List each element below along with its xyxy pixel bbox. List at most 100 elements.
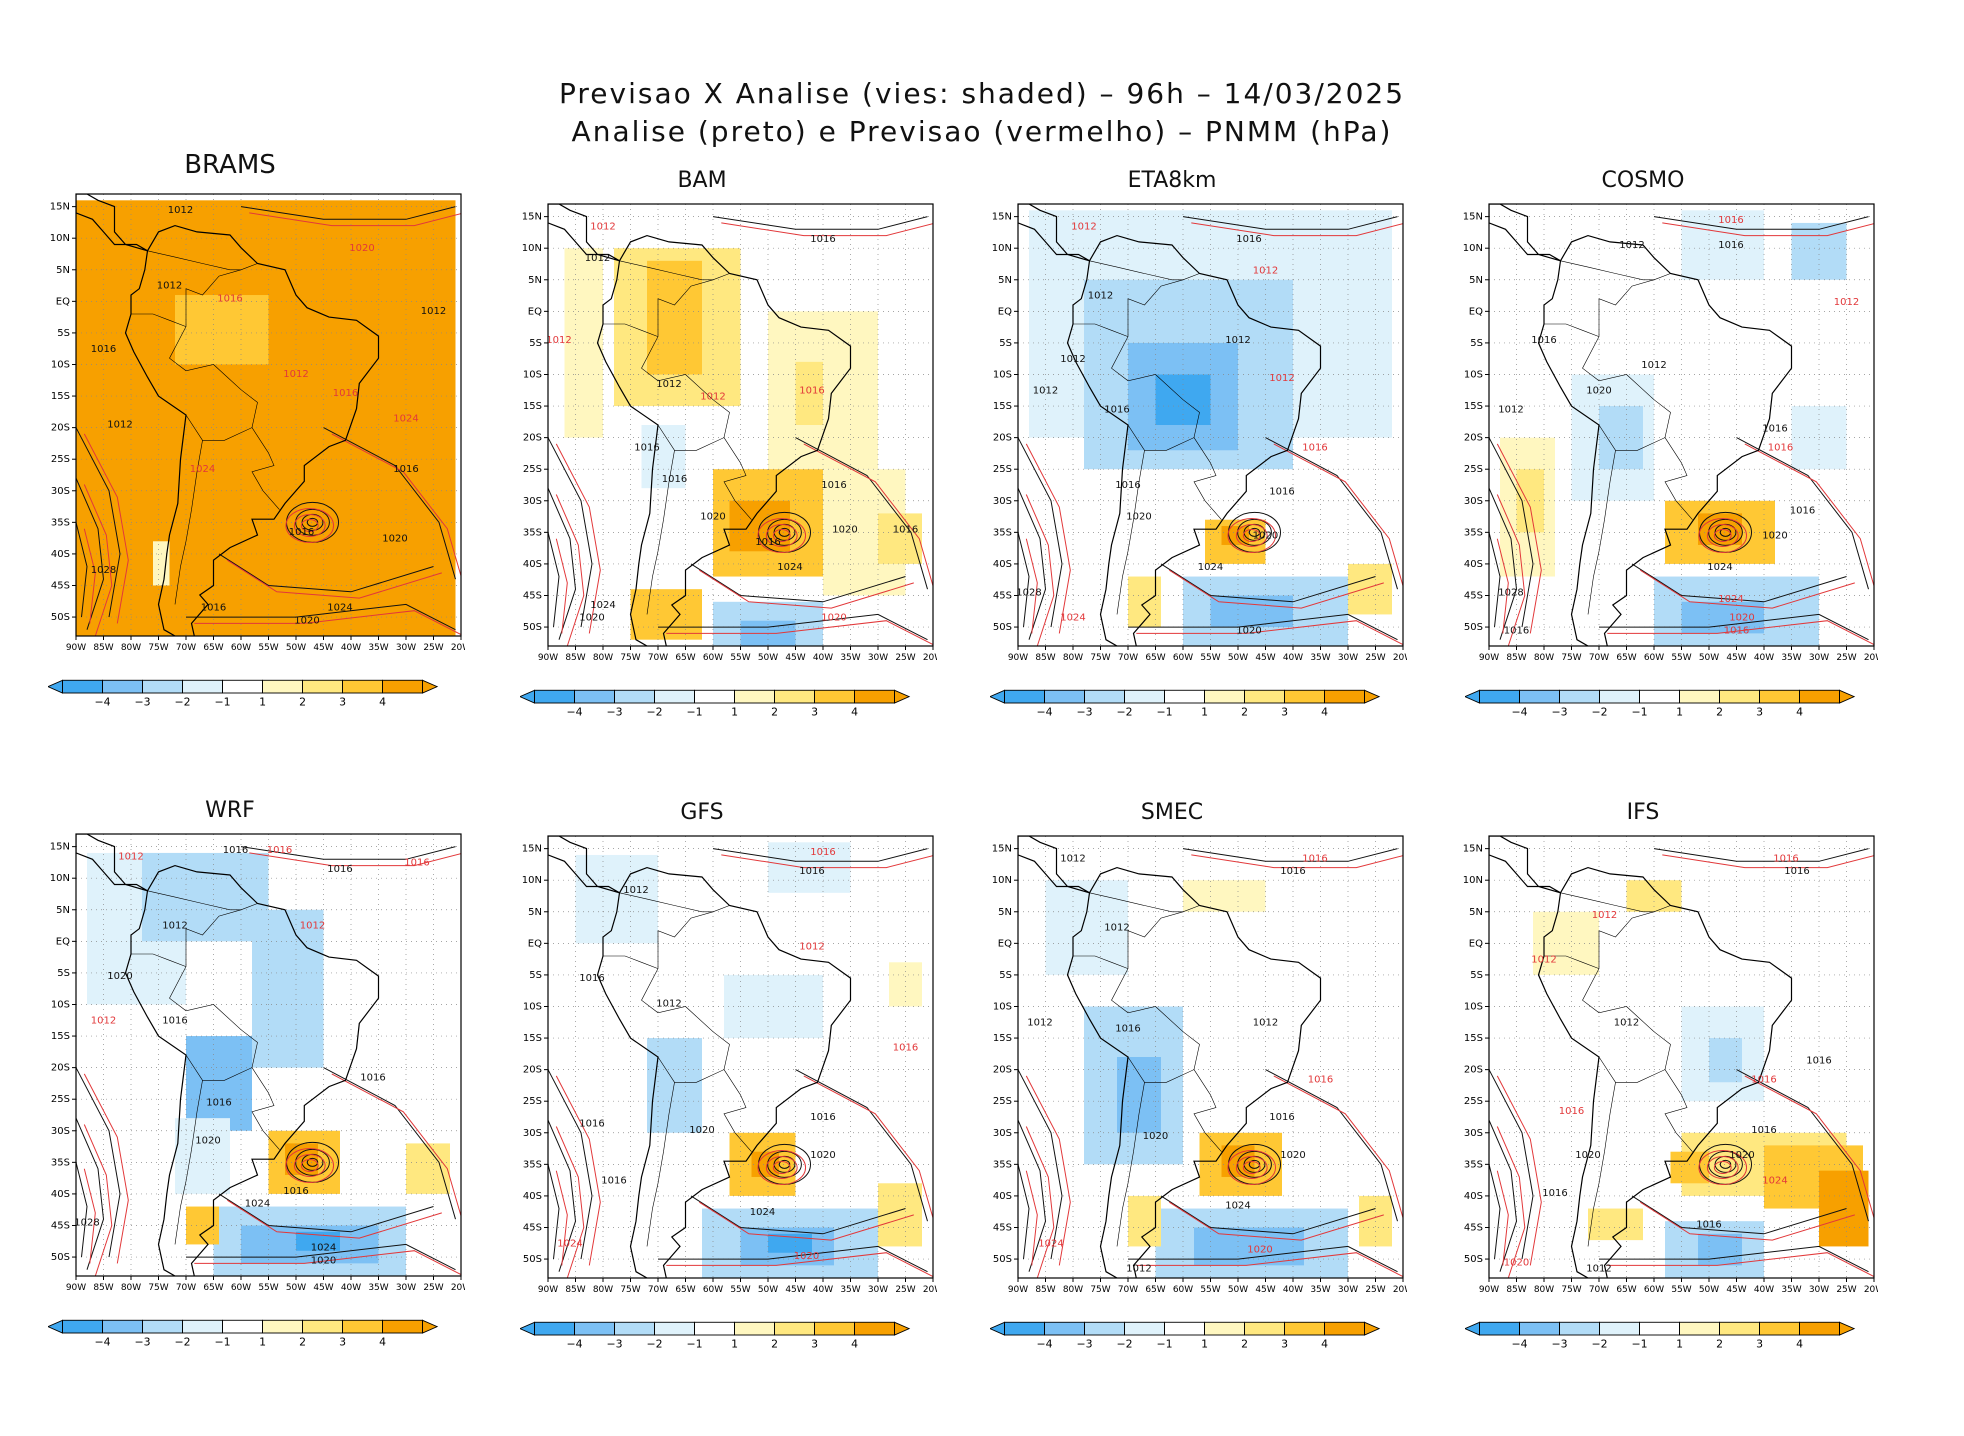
colorbar-segment-neg4 xyxy=(62,679,103,694)
lat-tick-label: 5N xyxy=(528,275,542,286)
lat-tick-label: 5N xyxy=(1469,275,1483,286)
lat-tick-label: 20S xyxy=(523,1065,542,1076)
lon-tick-label: 70W xyxy=(1589,1285,1609,1295)
colorbar-label: −2 xyxy=(647,706,663,719)
lat-tick-label: 15S xyxy=(523,1033,542,1044)
isobar-label: 1016 xyxy=(283,1186,308,1197)
isobar-label: 1020 xyxy=(794,1251,819,1262)
bias-shade-pos3 xyxy=(647,260,702,375)
lat-tick-label: 15N xyxy=(522,212,542,223)
isobar-label: 1016 xyxy=(1542,1188,1567,1199)
colorbar-arrow-left xyxy=(990,1321,1005,1336)
lat-tick-label: 40S xyxy=(51,549,70,560)
lon-tick-label: 35W xyxy=(840,1285,860,1295)
lon-tick-label: 50W xyxy=(758,1285,778,1295)
colorbar-segment-neg4 xyxy=(1004,689,1045,704)
bias-shade-pos4 xyxy=(1819,1170,1869,1247)
isobar-label: 1016 xyxy=(1762,423,1787,434)
lon-tick-label: 65W xyxy=(1145,1285,1165,1295)
lat-tick-label: EQ xyxy=(998,306,1012,317)
isobar-label: 1016 xyxy=(810,847,835,858)
colorbar-label: −1 xyxy=(1157,706,1173,719)
lat-tick-label: 25S xyxy=(523,1096,542,1107)
lat-tick-label: 40S xyxy=(993,1191,1012,1202)
lat-tick-label: 5N xyxy=(528,907,542,918)
lat-tick-label: 10S xyxy=(993,1001,1012,1012)
colorbar-segment-neg3 xyxy=(1519,689,1560,704)
lat-tick-label: 10N xyxy=(1463,243,1483,254)
colorbar-label: 3 xyxy=(339,1336,346,1349)
isobar-label: 1016 xyxy=(1751,1125,1776,1136)
lat-tick-label: 15N xyxy=(50,202,70,213)
lon-tick-label: 75W xyxy=(1090,653,1110,663)
central-america-coastline xyxy=(76,194,148,252)
lon-tick-label: 25W xyxy=(895,1285,915,1295)
isobar-label: 1024 xyxy=(557,1238,582,1249)
lon-tick-label: 30W xyxy=(1338,1285,1358,1295)
isobar-label: 1012 xyxy=(1088,291,1113,302)
lat-tick-label: 40S xyxy=(1464,559,1483,570)
colorbar-label: 3 xyxy=(811,1338,818,1351)
colorbar-segment-neg3 xyxy=(1519,1321,1560,1336)
bias-shade-neg2 xyxy=(1599,406,1643,470)
lon-tick-label: 85W xyxy=(1035,653,1055,663)
lon-tick-label: 20W xyxy=(1393,653,1407,663)
isobar-label: 1028 xyxy=(91,565,116,576)
lat-tick-label: 50S xyxy=(993,1254,1012,1265)
lon-tick-label: 60W xyxy=(1644,1285,1664,1295)
colorbar-segment-neg4 xyxy=(534,689,575,704)
colorbar-arrow-right xyxy=(894,1321,911,1336)
colorbar-segment-neg2 xyxy=(1084,689,1125,704)
isobar-label: 1024 xyxy=(311,1243,336,1254)
lat-tick-label: 30S xyxy=(993,496,1012,507)
isobar-label: 1016 xyxy=(1115,480,1140,491)
lat-tick-label: 25S xyxy=(1464,1096,1483,1107)
colorbar-label: 1 xyxy=(731,1338,738,1351)
colorbar-label: 1 xyxy=(1676,1338,1683,1351)
lon-tick-label: 75W xyxy=(1090,1285,1110,1295)
isobar-label: 1016 xyxy=(360,1072,385,1083)
colorbar-label: 3 xyxy=(811,706,818,719)
isobar-label: 1024 xyxy=(245,1199,270,1210)
isobar-label: 1016 xyxy=(810,1112,835,1123)
lon-tick-label: 65W xyxy=(675,653,695,663)
colorbar-label: 4 xyxy=(1321,706,1328,719)
bias-shade-pos2 xyxy=(406,1143,450,1194)
colorbar-segment-neg2 xyxy=(614,689,655,704)
bias-map: 1016 1016 1012 1012 1012 1016 1016 1016 1020 1016… xyxy=(1463,835,1878,1295)
central-america-coastline xyxy=(548,836,620,894)
bias-shade-neg1 xyxy=(1045,880,1128,975)
colorbar-label: −2 xyxy=(1117,1338,1133,1351)
lon-tick-label: 50W xyxy=(1699,653,1719,663)
lat-tick-label: 15S xyxy=(51,391,70,402)
isobar-label: 1016 xyxy=(223,845,248,856)
title-line-2: Analise (preto) e Previsao (vermelho) – … xyxy=(571,115,1393,148)
isobar-label: 1012 xyxy=(1531,954,1556,965)
isobar-label: 1016 xyxy=(201,603,226,614)
isobar-label: 1016 xyxy=(1115,1024,1140,1035)
isobar-label: 1012 xyxy=(1498,404,1523,415)
lon-tick-label: 40W xyxy=(1754,653,1774,663)
lat-tick-label: 25S xyxy=(993,1096,1012,1107)
lon-tick-label: 90W xyxy=(66,1283,86,1293)
colorbar-label: 2 xyxy=(1241,1338,1248,1351)
lat-tick-label: 35S xyxy=(993,1159,1012,1170)
colorbar-segment-neg3 xyxy=(1044,1321,1085,1336)
lat-tick-label: 10N xyxy=(50,873,70,884)
isobar-label: 1020 xyxy=(700,512,725,523)
lat-tick-label: 10S xyxy=(1464,1001,1483,1012)
panel-title: IFS xyxy=(1626,800,1660,825)
colorbar-label: −3 xyxy=(1077,706,1093,719)
colorbar-segment-neg3 xyxy=(1044,689,1085,704)
isobar-label: 1016 xyxy=(1302,442,1327,453)
isobar-label: 1020 xyxy=(382,533,407,544)
lat-tick-label: 15N xyxy=(992,844,1012,855)
south-america-coastline xyxy=(1066,234,1322,646)
lat-tick-label: 10N xyxy=(1463,875,1483,886)
lat-tick-label: 10S xyxy=(51,999,70,1010)
isobar-label: 1012 xyxy=(283,369,308,380)
colorbar-segment-pos1 xyxy=(262,679,303,694)
lon-tick-label: 20W xyxy=(451,1283,465,1293)
south-america-coastline xyxy=(124,224,380,636)
lat-tick-label: 15N xyxy=(1463,844,1483,855)
